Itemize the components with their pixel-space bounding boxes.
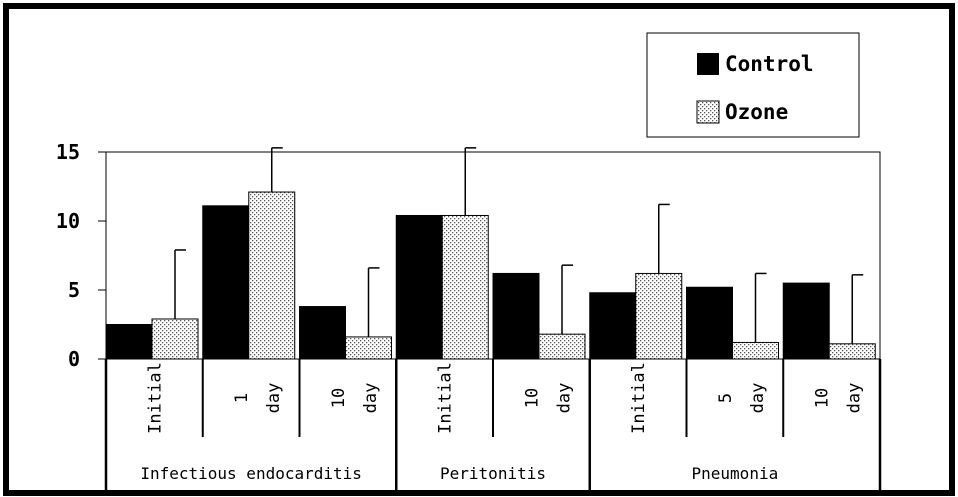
y-tick-label: 15 (56, 140, 80, 164)
bar-control (105, 324, 153, 360)
bar-ozone (828, 343, 876, 360)
bar-control (782, 282, 830, 360)
x-axis: Initial 1 day 10 day Initial 10 day Initial 5 day 1… (104, 359, 882, 491)
legend-swatch-ozone (696, 100, 720, 124)
y-tick-label: 0 (68, 347, 80, 371)
y-axis: 0 5 10 15 (56, 140, 106, 371)
x-category-label: 5 day (716, 383, 768, 414)
x-category-label: 10 day (329, 383, 381, 414)
legend-label-control: Control (725, 52, 814, 76)
x-category-label: Initial (145, 362, 165, 434)
bars-layer (105, 191, 876, 360)
legend-box (646, 32, 860, 138)
legend-swatch-control (697, 53, 719, 75)
y-tick-label: 10 (56, 209, 80, 233)
error-bars-layer (174, 147, 864, 344)
x-category-label: 10 day (522, 383, 574, 414)
bar-ozone (345, 336, 392, 360)
bar-control (395, 214, 443, 360)
bar-ozone (732, 341, 779, 360)
y-tick-label: 5 (68, 278, 80, 302)
bar-control (299, 306, 346, 360)
bar-control (686, 286, 733, 360)
bar-control (492, 272, 540, 360)
bar-ozone (538, 333, 586, 360)
x-category-label: 10 day (813, 383, 865, 414)
x-group-label: Infectious endocarditis (140, 464, 362, 483)
x-category-label: Initial (436, 362, 456, 434)
x-category-label: Initial (629, 362, 649, 434)
legend-label-ozone: Ozone (725, 100, 788, 124)
bar-control (202, 205, 250, 360)
bar-ozone (441, 214, 489, 360)
x-group-label: Pneumonia (692, 464, 779, 483)
bar-ozone (248, 191, 296, 360)
bar-ozone (635, 272, 683, 360)
legend: Control Ozone (646, 32, 860, 138)
bar-ozone (151, 318, 199, 360)
x-category-label: 1 day (232, 383, 284, 414)
x-group-label: Peritonitis (440, 464, 546, 483)
bar-control (589, 292, 637, 360)
